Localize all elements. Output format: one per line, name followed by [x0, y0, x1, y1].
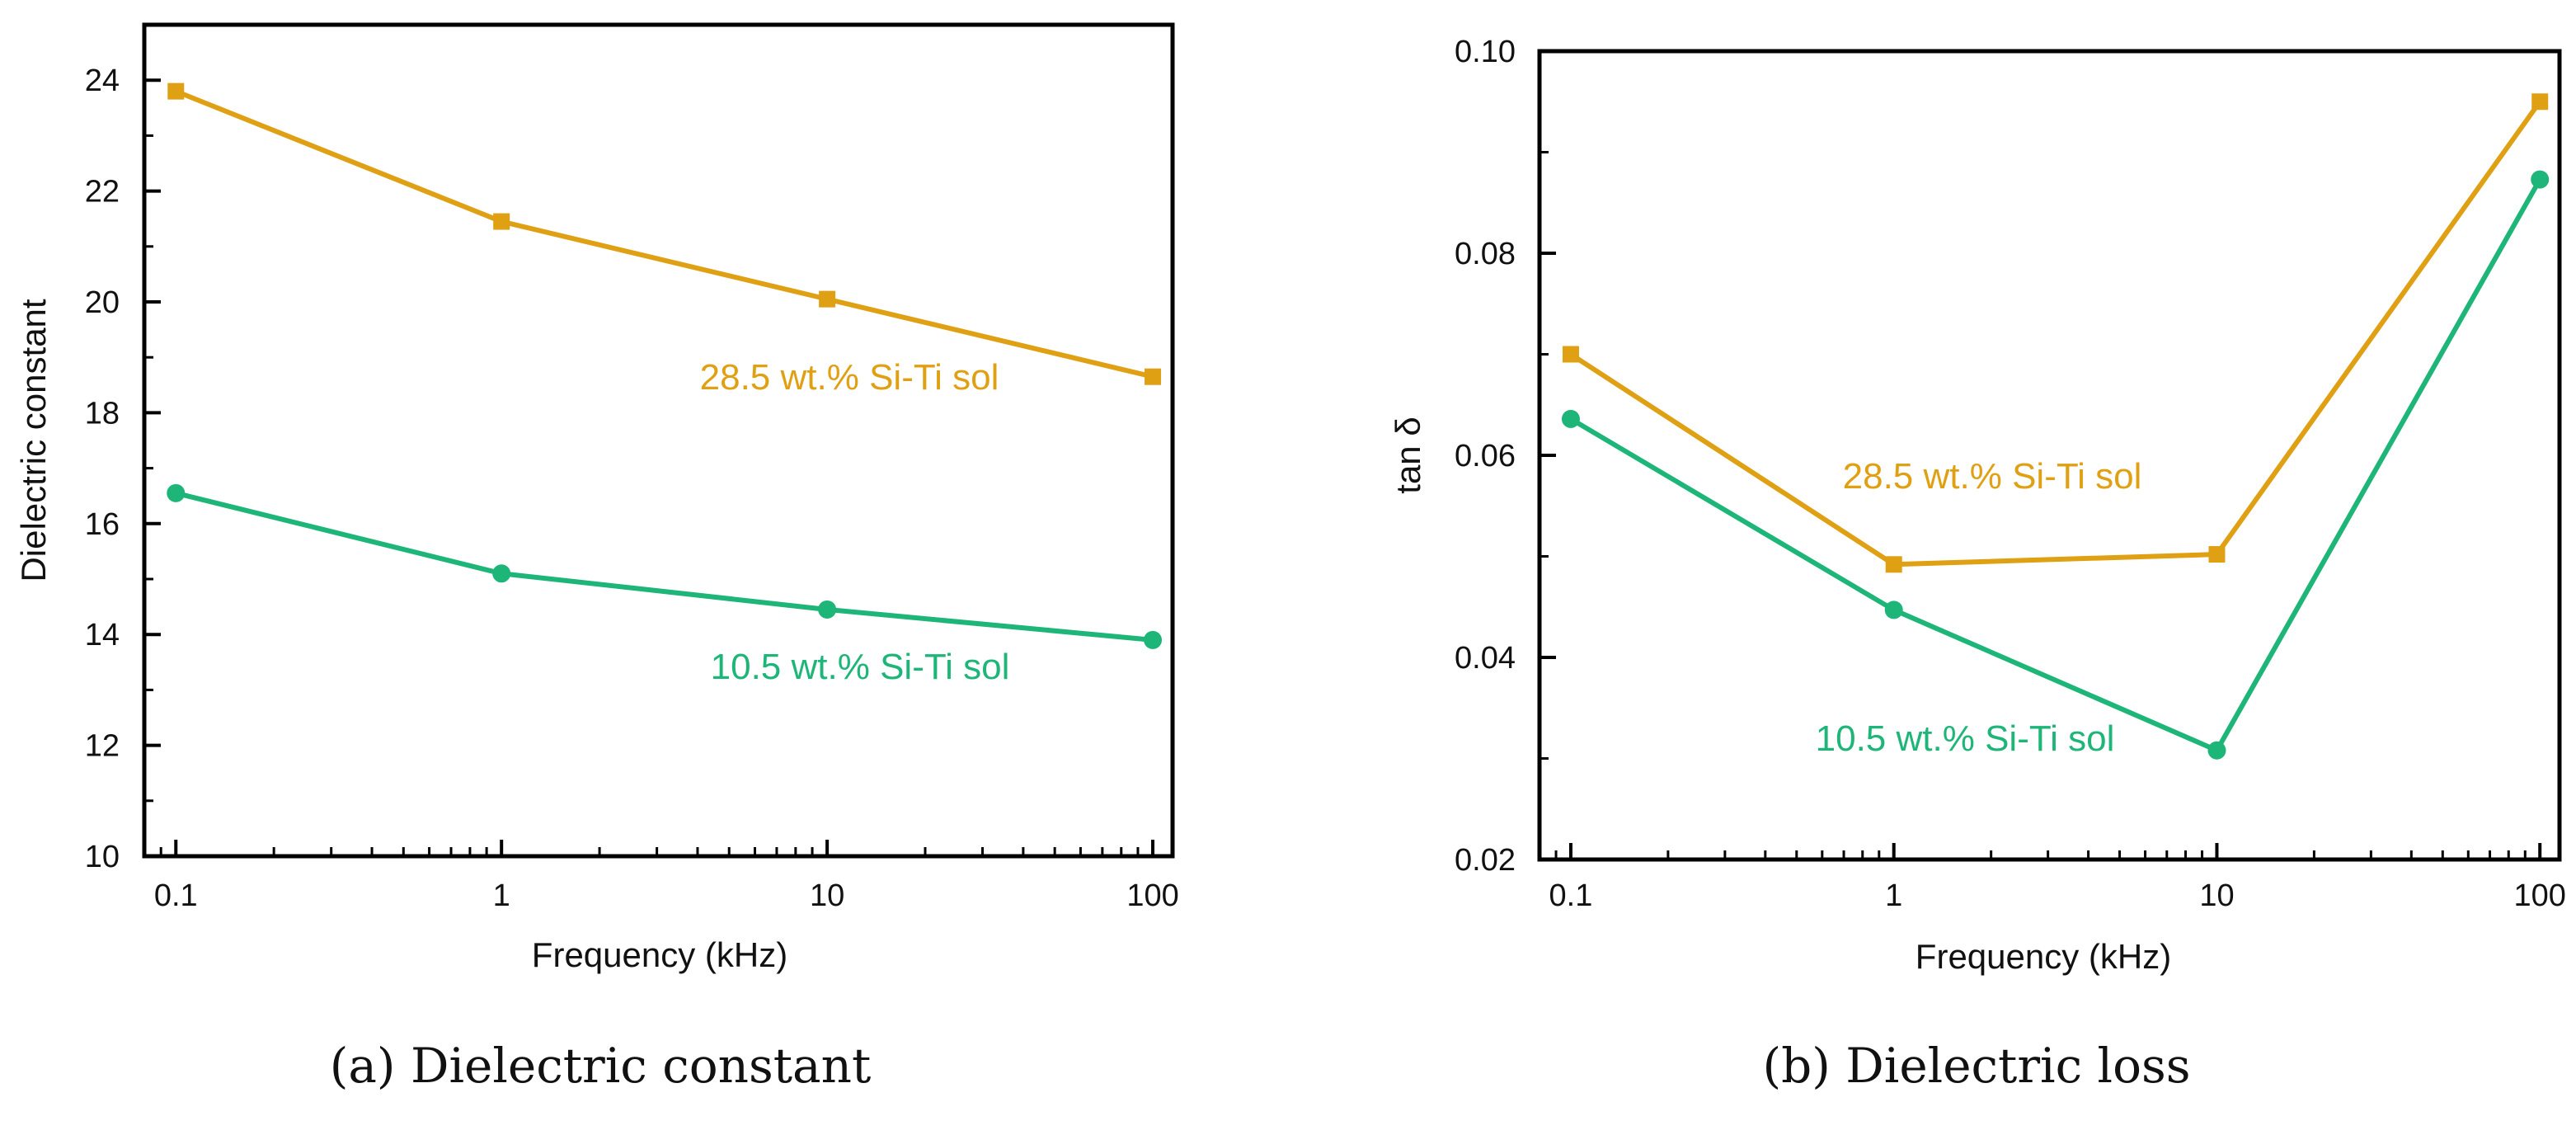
x-tick-label: 100 [2514, 878, 2566, 913]
plot-frame [142, 22, 1175, 859]
x-tick-label: 0.1 [154, 878, 198, 913]
series-label: 10.5 wt.% Si-Ti sol [1816, 718, 2115, 759]
y-tick-label: 18 [85, 396, 120, 431]
data-point-square [819, 290, 836, 308]
data-point-square [1145, 368, 1162, 385]
data-point-circle [818, 600, 837, 619]
panel-b-dielectric-loss: 0.02 0.04 0.06 0.08 0.10 0.1 1 10 100 28.5 wt.% S… [1389, 35, 2566, 1094]
x-tick-label: 1 [493, 878, 510, 913]
x-axis-title: Frequency (kHz) [532, 935, 787, 974]
y-tick-label: 12 [85, 729, 120, 764]
x-tick-label: 10 [2199, 878, 2234, 913]
y-tick-label: 0.10 [1455, 35, 1516, 69]
x-tick-label: 10 [810, 878, 844, 913]
data-point-circle [2531, 170, 2550, 189]
series-line-10-5-wt [1569, 178, 2542, 753]
panel-caption: (a) Dielectric constant [330, 1038, 872, 1094]
data-point-square [167, 82, 185, 100]
y-tick-label: 24 [85, 64, 120, 98]
data-point-square [2531, 93, 2549, 111]
data-point-square [493, 213, 510, 230]
data-point-square [2208, 546, 2226, 563]
data-point-square [1885, 556, 1902, 573]
series-label: 10.5 wt.% Si-Ti sol [711, 647, 1010, 687]
y-tick-label: 20 [85, 285, 120, 320]
data-point-circle [492, 564, 511, 583]
data-point-circle [167, 483, 186, 502]
series-label: 28.5 wt.% Si-Ti sol [1843, 456, 2142, 497]
series-label: 28.5 wt.% Si-Ti sol [700, 357, 999, 398]
x-tick-label: 1 [1885, 878, 1902, 913]
y-axis-title: tan δ [1389, 417, 1427, 493]
y-tick-label: 0.04 [1455, 641, 1516, 676]
data-point-circle [1144, 630, 1163, 649]
x-tick-label: 100 [1126, 878, 1178, 913]
series-line-28-5-wt [175, 88, 1154, 379]
data-point-circle [1884, 600, 1903, 619]
y-tick-label: 14 [85, 618, 120, 652]
x-tick-label: 0.1 [1549, 878, 1593, 913]
panel-caption: (b) Dielectric loss [1762, 1038, 2190, 1094]
series-line-28-5-wt [1569, 100, 2542, 568]
y-tick-label: 0.06 [1455, 439, 1516, 473]
y-tick-label: 22 [85, 175, 120, 210]
y-tick-label: 10 [85, 840, 120, 874]
series-line-10-5-wt [175, 490, 1154, 643]
data-point-square [1562, 346, 1579, 363]
x-axis-title: Frequency (kHz) [1916, 937, 2171, 976]
panel-a-dielectric-constant: 10 12 14 16 18 20 22 24 0.1 1 10 100 28.5 wt.% Si-Ti… [14, 22, 1179, 1094]
y-tick-label: 16 [85, 507, 120, 542]
y-axis-title: Dielectric constant [14, 299, 53, 582]
data-point-circle [1561, 409, 1580, 428]
y-tick-label: 0.08 [1455, 237, 1516, 271]
data-point-circle [2207, 741, 2226, 760]
y-tick-label: 0.02 [1455, 843, 1516, 878]
